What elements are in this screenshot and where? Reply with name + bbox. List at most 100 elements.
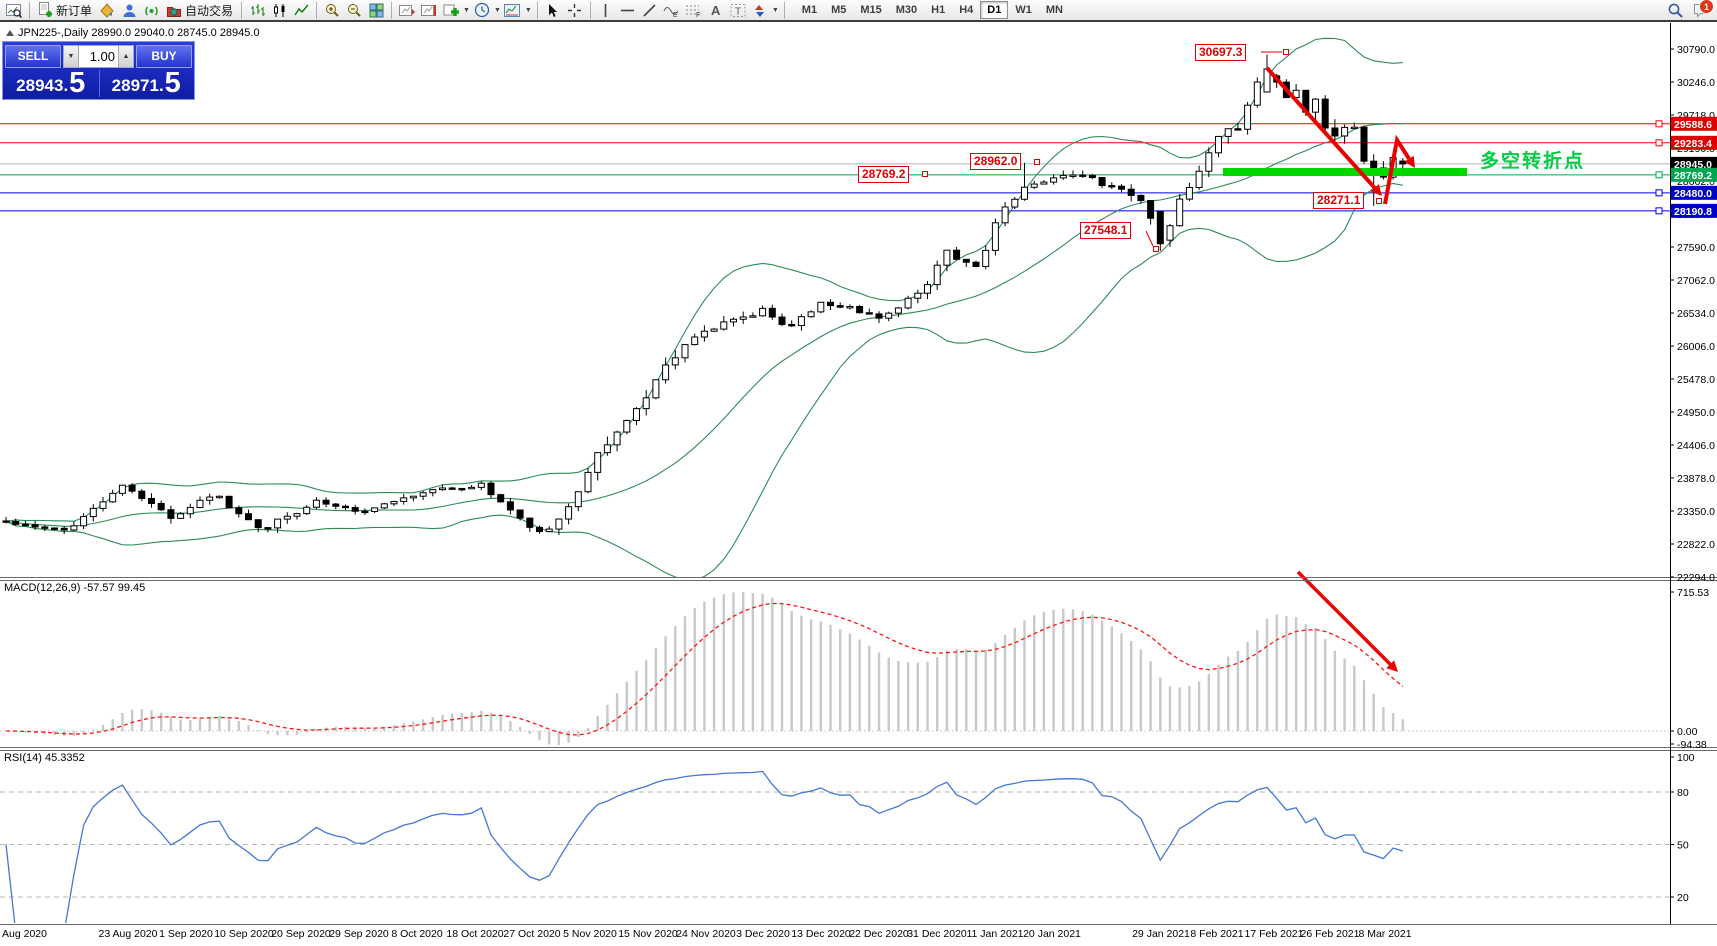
- sell-button[interactable]: SELL: [5, 44, 61, 68]
- arrow-objects-dropdown[interactable]: ▼: [771, 6, 779, 14]
- candle-body: [429, 489, 437, 494]
- candle-body: [1118, 185, 1125, 190]
- new-order-button[interactable]: 新订单: [34, 1, 96, 20]
- price-annotation-30697.3[interactable]: 30697.3: [1195, 44, 1247, 61]
- candle-body: [827, 301, 834, 307]
- price-annotation-28962.0[interactable]: 28962.0: [970, 153, 1022, 170]
- candlestick-chart-icon[interactable]: [268, 1, 290, 20]
- candle-body: [196, 499, 204, 508]
- chart-shift-icon[interactable]: [418, 1, 440, 20]
- timeframe-D1[interactable]: D1: [980, 1, 1009, 19]
- signals-icon[interactable]: [140, 1, 162, 20]
- trader-profile-icon[interactable]: [118, 1, 140, 20]
- turning-point-note[interactable]: 多空转折点: [1480, 151, 1586, 172]
- zoom-out-icon[interactable]: [343, 1, 365, 20]
- search-icon[interactable]: [1664, 1, 1686, 20]
- sell-price[interactable]: 28943. 5: [3, 68, 99, 99]
- tile-windows-icon[interactable]: [365, 1, 387, 20]
- y-axis-tick-label: 22822.0: [1677, 539, 1715, 551]
- red-arrow-annotation-2[interactable]: [1383, 134, 1415, 205]
- candle-body: [642, 397, 650, 410]
- support-highlight-bar[interactable]: [1223, 168, 1467, 176]
- x-axis-date-label: 20 Jan 2021: [1023, 928, 1081, 940]
- timeframe-M30[interactable]: M30: [895, 4, 918, 16]
- styles-bucket-icon[interactable]: [96, 1, 118, 20]
- sell-price-main: 28943.: [16, 76, 69, 95]
- buy-price[interactable]: 28971. 5: [99, 68, 195, 99]
- market-watch-icon[interactable]: [3, 1, 25, 20]
- crosshair-icon[interactable]: [564, 1, 586, 20]
- candle-body: [739, 316, 747, 320]
- bar-chart-icon[interactable]: [246, 1, 268, 20]
- price-annotation-27548.1[interactable]: 27548.1: [1080, 222, 1132, 239]
- red-arrow-annotation-1[interactable]: [1265, 66, 1382, 196]
- fibonacci-tool-icon[interactable]: F: [683, 1, 705, 20]
- line-chart-icon[interactable]: [290, 1, 312, 20]
- candle-body: [817, 301, 825, 313]
- price-annotation-28769.2[interactable]: 28769.2: [858, 166, 910, 183]
- x-axis-date-label: 11 Jan 2021: [966, 928, 1023, 940]
- candle-body: [972, 261, 980, 267]
- community-chat-icon[interactable]: 1: [1690, 0, 1714, 20]
- toolbar-separator: [536, 1, 538, 19]
- volume-decrease-button[interactable]: ▼: [64, 45, 79, 67]
- candle-body: [574, 491, 582, 508]
- periods-dropdown[interactable]: ▼: [493, 6, 501, 14]
- text-label-tool-icon[interactable]: T: [727, 1, 749, 20]
- toolbar-separator: [29, 1, 30, 19]
- add-indicator-dropdown[interactable]: ▼: [463, 6, 470, 14]
- candle-body: [409, 495, 417, 499]
- candle-body: [89, 507, 97, 518]
- equidistant-channel-tool-icon[interactable]: E: [661, 1, 683, 20]
- timeframe-W1[interactable]: W1: [1015, 4, 1032, 16]
- volume-increase-button[interactable]: ▲: [118, 45, 133, 67]
- buy-price-main: 28971.: [111, 76, 164, 95]
- svg-text:28769.2: 28769.2: [1674, 170, 1712, 182]
- timeframe-H4[interactable]: H4: [959, 4, 974, 16]
- candle-body: [70, 525, 78, 531]
- text-tool-icon[interactable]: A: [705, 1, 727, 20]
- timeframe-M5[interactable]: M5: [831, 4, 847, 16]
- volume-input[interactable]: 1.00: [89, 48, 115, 64]
- candle-body: [390, 500, 398, 505]
- zoom-in-icon[interactable]: [321, 1, 343, 20]
- periods-clock-icon[interactable]: [471, 1, 493, 20]
- macd-axis-label: -94.38: [1677, 739, 1707, 751]
- vertical-line-tool-icon[interactable]: [595, 1, 617, 20]
- candle-body: [215, 495, 223, 499]
- x-axis-date-label: 8 Oct 2020: [391, 928, 443, 940]
- auto-scroll-icon[interactable]: [396, 1, 418, 20]
- candle-body: [1147, 200, 1155, 219]
- candle-body: [1195, 170, 1203, 188]
- templates-dropdown[interactable]: ▼: [524, 6, 532, 14]
- timeframe-H1[interactable]: H1: [931, 4, 946, 16]
- timeframe-bar: M1 M5 M15 M30 H1 H4 D1 W1 MN: [795, 1, 1070, 19]
- candle-body: [730, 318, 737, 323]
- candle-body: [1001, 206, 1009, 224]
- candle-body: [613, 431, 621, 446]
- timeframe-M15[interactable]: M15: [860, 4, 882, 16]
- candle-body: [991, 222, 999, 251]
- red-arrow-annotation-3[interactable]: [1296, 570, 1398, 672]
- candle-body: [662, 364, 670, 381]
- timeframe-M1[interactable]: M1: [801, 4, 818, 16]
- price-annotation-28271.1[interactable]: 28271.1: [1313, 192, 1365, 209]
- trendline-tool-icon[interactable]: [639, 1, 661, 20]
- auto-trading-button[interactable]: 自动交易: [162, 1, 237, 20]
- candle-body: [526, 517, 534, 528]
- buy-button[interactable]: BUY: [136, 44, 192, 68]
- candle-body: [924, 284, 931, 294]
- y-axis-tick-label: 26006.0: [1677, 341, 1715, 353]
- arrow-objects-icon[interactable]: [749, 1, 771, 20]
- candle-body: [138, 490, 146, 499]
- templates-icon[interactable]: [502, 1, 524, 20]
- add-indicator-icon[interactable]: [440, 1, 462, 20]
- horizontal-line-tool-icon[interactable]: [617, 1, 639, 20]
- candle-body: [914, 292, 922, 299]
- candle-body: [274, 518, 282, 529]
- x-axis-date-label: 15 Nov 2020: [618, 928, 678, 940]
- candle-body: [2, 520, 10, 523]
- timeframe-MN[interactable]: MN: [1045, 4, 1063, 16]
- cursor-icon[interactable]: [542, 1, 564, 20]
